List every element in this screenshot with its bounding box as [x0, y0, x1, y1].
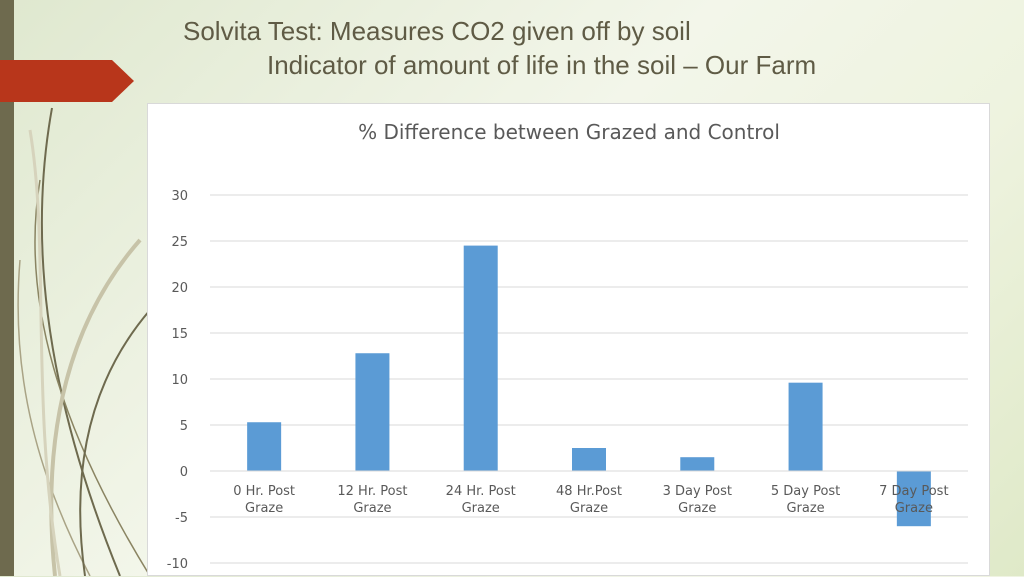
x-category-label: Graze	[786, 501, 824, 516]
bar	[355, 353, 390, 471]
y-tick-label: 30	[171, 189, 188, 204]
y-tick-label: 15	[171, 327, 188, 342]
x-category-label: Graze	[353, 501, 391, 516]
bar	[463, 245, 498, 471]
y-tick-label: 10	[171, 373, 188, 388]
y-tick-label: 5	[180, 419, 188, 434]
slide-title-line-2: Indicator of amount of life in the soil …	[267, 50, 817, 80]
bar	[788, 382, 823, 471]
x-category-label: Graze	[678, 501, 716, 516]
x-category-label: 12 Hr. Post	[337, 484, 407, 499]
y-tick-label: 25	[171, 235, 188, 250]
x-category-label: Graze	[462, 501, 500, 516]
accent-arrow-tab	[0, 60, 134, 102]
x-category-label: Graze	[895, 501, 933, 516]
slide-title: Solvita Test: Measures CO2 given off by …	[183, 14, 1013, 82]
bar	[572, 448, 606, 471]
bar	[680, 457, 715, 471]
left-accent-bar	[0, 0, 14, 576]
y-tick-label: 20	[171, 281, 188, 296]
x-category-label: 3 Day Post	[663, 484, 732, 499]
chart-container: % Difference between Grazed and Control …	[147, 103, 990, 576]
x-category-label: 24 Hr. Post	[446, 484, 516, 499]
x-category-label: Graze	[570, 501, 608, 516]
x-category-label: 7 Day Post	[879, 484, 948, 499]
y-tick-label: -10	[167, 557, 188, 572]
x-category-label: 5 Day Post	[771, 484, 840, 499]
y-tick-label: -5	[175, 511, 188, 526]
bar	[896, 471, 931, 527]
decorative-swirls	[17, 107, 151, 576]
slide-title-line-1: Solvita Test: Measures CO2 given off by …	[183, 16, 691, 46]
x-category-label: Graze	[245, 501, 283, 516]
chart-title: % Difference between Grazed and Control	[358, 120, 780, 144]
x-category-label: 48 Hr.Post	[556, 484, 622, 499]
bar	[247, 422, 282, 471]
x-category-label: 0 Hr. Post	[233, 484, 295, 499]
y-tick-label: 0	[180, 465, 188, 480]
bar-chart: % Difference between Grazed and Control …	[167, 120, 968, 572]
